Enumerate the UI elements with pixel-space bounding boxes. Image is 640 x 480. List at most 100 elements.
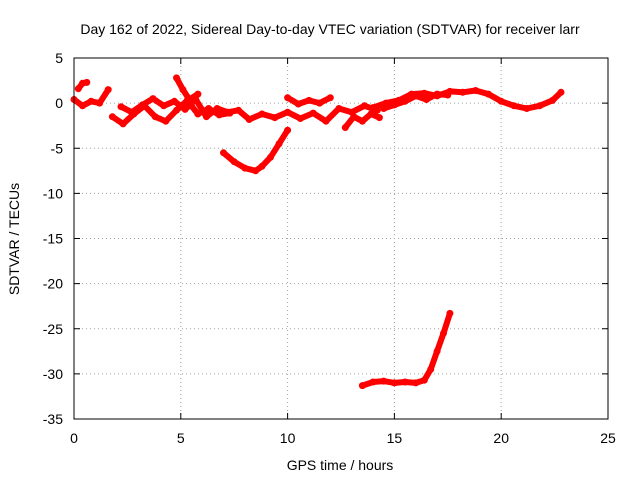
data-point xyxy=(433,90,441,98)
data-point xyxy=(390,379,398,387)
data-point xyxy=(422,96,430,103)
y-tick-label: 0 xyxy=(55,95,63,111)
data-point xyxy=(151,113,159,121)
y-axis-label: SDTVAR / TECUs xyxy=(6,183,22,295)
data-point xyxy=(271,114,279,122)
y-tick-label: -10 xyxy=(43,185,63,201)
data-point xyxy=(138,101,146,109)
y-tick-label: -5 xyxy=(51,140,64,156)
data-point xyxy=(245,115,253,123)
data-layer xyxy=(70,74,565,390)
data-point xyxy=(294,100,302,108)
x-tick-label: 10 xyxy=(280,430,296,446)
x-tick-label: 5 xyxy=(177,430,185,446)
y-tick-label: -20 xyxy=(43,276,63,292)
data-point xyxy=(119,120,127,128)
data-point xyxy=(549,96,556,104)
data-point xyxy=(484,90,492,98)
data-point xyxy=(87,97,95,105)
data-point xyxy=(420,376,428,384)
axis-ticks: 0 5 10 15 20 25 5 0 -5 -10 -15 -20 -25 -30 -35 xyxy=(43,50,616,446)
data-point xyxy=(557,88,565,96)
data-point xyxy=(179,86,187,94)
data-point xyxy=(350,113,358,121)
data-point xyxy=(510,102,518,110)
data-point xyxy=(380,105,388,112)
data-point xyxy=(472,87,480,94)
series-track-5 xyxy=(173,74,201,103)
data-point xyxy=(316,99,324,107)
data-point xyxy=(284,108,292,116)
data-point xyxy=(108,113,116,121)
data-point xyxy=(79,102,86,110)
plot-frame xyxy=(73,57,609,420)
x-tick-label: 25 xyxy=(600,430,616,446)
data-point xyxy=(305,96,313,104)
data-point xyxy=(412,92,420,100)
data-point xyxy=(427,365,435,373)
series-track-9 xyxy=(370,87,564,112)
data-point xyxy=(194,90,202,98)
data-point xyxy=(459,88,467,96)
data-point xyxy=(185,96,193,103)
data-point xyxy=(367,110,375,118)
chart-title: Day 162 of 2022, Sidereal Day-to-day VTE… xyxy=(80,21,580,37)
data-point xyxy=(335,105,343,112)
y-tick-label: -30 xyxy=(43,366,63,382)
data-point xyxy=(358,382,366,390)
y-tick-label: -25 xyxy=(43,321,63,337)
data-point xyxy=(444,91,452,99)
data-point xyxy=(369,104,377,112)
data-point xyxy=(173,106,180,114)
data-point xyxy=(149,95,157,103)
data-point xyxy=(497,97,505,105)
data-point xyxy=(275,140,283,148)
data-point xyxy=(74,85,82,93)
data-point xyxy=(83,78,91,86)
data-point xyxy=(117,103,125,111)
data-point xyxy=(380,377,388,385)
data-point xyxy=(230,158,238,166)
data-point xyxy=(433,347,441,355)
x-tick-label: 20 xyxy=(493,430,509,446)
data-point xyxy=(361,102,368,110)
data-point xyxy=(536,102,544,110)
data-point xyxy=(258,162,266,170)
data-point xyxy=(267,153,274,161)
data-point xyxy=(252,167,260,175)
data-point xyxy=(215,111,223,119)
data-point xyxy=(160,102,168,110)
data-point xyxy=(194,110,202,118)
data-point xyxy=(284,126,292,134)
data-point xyxy=(420,89,428,97)
data-point xyxy=(162,117,170,125)
data-point xyxy=(213,105,221,112)
data-point xyxy=(220,149,227,157)
data-point xyxy=(170,97,178,105)
x-tick-label: 15 xyxy=(387,430,403,446)
y-tick-label: -15 xyxy=(43,231,63,247)
data-point xyxy=(375,114,383,122)
data-point xyxy=(446,309,454,317)
data-point xyxy=(358,117,366,125)
data-point xyxy=(309,109,317,117)
x-tick-label: 0 xyxy=(70,430,78,446)
data-point xyxy=(369,378,377,386)
data-point xyxy=(401,378,409,386)
data-point xyxy=(224,108,232,116)
data-point xyxy=(128,108,136,116)
data-point xyxy=(104,86,112,94)
data-point xyxy=(202,113,210,121)
data-point xyxy=(235,106,242,114)
data-point xyxy=(341,124,349,131)
data-point xyxy=(181,105,189,113)
data-point xyxy=(390,101,398,109)
data-point xyxy=(322,117,330,125)
data-point xyxy=(401,97,409,105)
data-point xyxy=(173,74,180,82)
data-point xyxy=(284,94,292,102)
y-tick-label: 5 xyxy=(55,50,63,66)
data-point xyxy=(523,105,531,112)
